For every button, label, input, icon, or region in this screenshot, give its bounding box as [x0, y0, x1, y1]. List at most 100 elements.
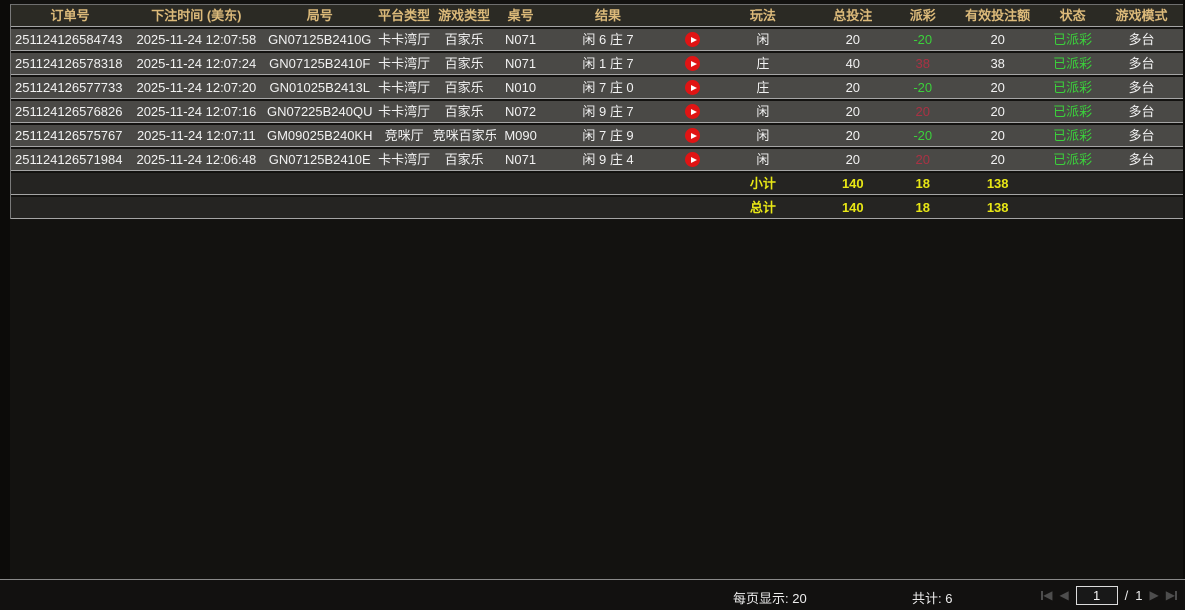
- replay-icon[interactable]: [685, 56, 701, 71]
- table-row: 251124126571984 2025-11-24 12:06:48 GN07…: [11, 149, 1183, 171]
- table-no-cell: N071: [505, 31, 537, 47]
- bet-time-cell: 2025-11-24 12:07:11: [136, 127, 256, 143]
- col-header-table-no: 桌号: [507, 7, 534, 23]
- prev-page-button[interactable]: ◀: [1059, 588, 1069, 602]
- col-header-total-bet: 总投注: [833, 7, 873, 23]
- valid-bet-cell: 20: [990, 151, 1005, 167]
- total-label: 总计: [749, 199, 776, 215]
- col-header-status: 状态: [1059, 7, 1086, 23]
- game-mode-cell: 多台: [1128, 55, 1155, 71]
- table-row: 251124126577733 2025-11-24 12:07:20 GN01…: [11, 77, 1183, 99]
- result-cell: 闲 7 庄 9: [582, 127, 634, 143]
- play-type-cell: 闲: [756, 31, 770, 47]
- replay-icon[interactable]: [685, 32, 701, 47]
- col-header-valid-bet: 有效投注额: [965, 7, 1031, 23]
- pagination: ◀ ◀ / 1 ▶ ▶: [1041, 580, 1177, 610]
- valid-bet-cell: 20: [990, 103, 1005, 119]
- order-number-cell: 251124126576826: [15, 103, 123, 119]
- col-header-payout: 派彩: [909, 7, 936, 23]
- page-input[interactable]: [1075, 585, 1118, 605]
- result-cell: 闲 1 庄 7: [582, 55, 634, 71]
- game-type-cell: 百家乐: [444, 79, 484, 95]
- footer-bar: 每页显示: 20 共计: 6 ◀ ◀ / 1 ▶ ▶: [0, 579, 1185, 610]
- game-type-cell: 百家乐: [444, 151, 484, 167]
- table-no-cell: N071: [505, 55, 537, 71]
- result-cell: 闲 7 庄 0: [582, 79, 634, 95]
- total-bet-cell: 20: [845, 79, 861, 95]
- platform-cell: 卡卡湾厅: [378, 151, 431, 167]
- status-cell: 已派彩: [1053, 55, 1093, 71]
- round-id-cell: GN07125B2410G: [268, 31, 372, 47]
- table-row: 251124126584743 2025-11-24 12:07:58 GN07…: [11, 29, 1183, 51]
- total-valid-bet: 138: [986, 199, 1009, 215]
- col-header-game-type: 游戏类型: [438, 7, 491, 23]
- next-page-button[interactable]: ▶: [1149, 588, 1159, 602]
- result-cell: 闲 9 庄 7: [582, 103, 634, 119]
- grand-total-row: 总计 140 18 138: [11, 197, 1183, 219]
- play-type-cell: 闲: [756, 151, 770, 167]
- total-bet-cell: 20: [845, 31, 861, 47]
- replay-icon[interactable]: [685, 152, 701, 167]
- play-type-cell: 庄: [756, 55, 770, 71]
- col-header-platform: 平台类型: [378, 7, 431, 23]
- total-bet-cell: 40: [845, 55, 861, 71]
- game-type-cell: 百家乐: [444, 55, 484, 71]
- order-number-cell: 251124126575767: [15, 127, 123, 143]
- platform-cell: 竞咪厅: [384, 127, 424, 143]
- total-count-label: 共计: 6: [912, 591, 953, 606]
- platform-cell: 卡卡湾厅: [378, 31, 431, 47]
- col-header-order: 订单号: [50, 7, 90, 23]
- replay-icon[interactable]: [685, 80, 701, 95]
- subtotal-label: 小计: [749, 175, 776, 191]
- result-cell: 闲 6 庄 7: [582, 31, 634, 47]
- bet-time-cell: 2025-11-24 12:06:48: [136, 151, 257, 167]
- subtotal-valid-bet: 138: [986, 175, 1009, 191]
- game-mode-cell: 多台: [1128, 103, 1155, 119]
- col-header-round: 局号: [306, 7, 333, 23]
- platform-cell: 卡卡湾厅: [378, 79, 431, 95]
- subtotal-row: 小计 140 18 138: [11, 173, 1183, 195]
- valid-bet-cell: 20: [990, 127, 1005, 143]
- replay-cell: [670, 101, 715, 123]
- table-body: 251124126584743 2025-11-24 12:07:58 GN07…: [11, 29, 1183, 171]
- col-header-play-type: 玩法: [749, 7, 776, 23]
- game-mode-cell: 多台: [1128, 127, 1155, 143]
- result-cell: 闲 9 庄 4: [582, 151, 634, 167]
- payout-cell: 20: [915, 151, 930, 167]
- replay-cell: [670, 149, 715, 171]
- last-page-button[interactable]: ▶: [1165, 588, 1177, 602]
- replay-icon[interactable]: [685, 128, 701, 143]
- page-separator: /: [1124, 587, 1129, 603]
- payout-cell: -20: [913, 79, 933, 95]
- table-no-cell: N010: [505, 79, 537, 95]
- round-id-cell: GN07225B240QU: [266, 103, 373, 119]
- order-number-cell: 251124126571984: [15, 151, 123, 167]
- valid-bet-cell: 20: [990, 79, 1005, 95]
- game-type-cell: 竞咪百家乐: [432, 127, 496, 143]
- subtotal-payout: 18: [915, 175, 930, 191]
- replay-cell: [670, 77, 715, 99]
- game-type-cell: 百家乐: [444, 31, 484, 47]
- table-row: 251124126576826 2025-11-24 12:07:16 GN07…: [11, 101, 1183, 123]
- platform-cell: 卡卡湾厅: [378, 55, 431, 71]
- col-header-game-mode: 游戏模式: [1115, 7, 1168, 23]
- col-header-replay: [670, 5, 715, 27]
- order-number-cell: 251124126577733: [15, 79, 123, 95]
- game-type-cell: 百家乐: [444, 103, 484, 119]
- order-number-cell: 251124126578318: [15, 55, 123, 71]
- play-type-cell: 闲: [756, 127, 770, 143]
- replay-cell: [670, 125, 715, 147]
- subtotal-total-bet: 140: [841, 175, 864, 191]
- first-page-button[interactable]: ◀: [1041, 588, 1053, 602]
- game-mode-cell: 多台: [1128, 79, 1155, 95]
- replay-icon[interactable]: [685, 104, 701, 119]
- status-cell: 已派彩: [1053, 31, 1093, 47]
- status-cell: 已派彩: [1053, 127, 1093, 143]
- status-cell: 已派彩: [1053, 103, 1093, 119]
- page-total: 1: [1135, 587, 1143, 603]
- status-cell: 已派彩: [1053, 151, 1093, 167]
- round-id-cell: GN01025B2413L: [269, 79, 370, 95]
- bet-time-cell: 2025-11-24 12:07:24: [136, 55, 257, 71]
- round-id-cell: GM09025B240KH: [266, 127, 373, 143]
- col-header-bet-time: 下注时间 (美东): [151, 7, 242, 23]
